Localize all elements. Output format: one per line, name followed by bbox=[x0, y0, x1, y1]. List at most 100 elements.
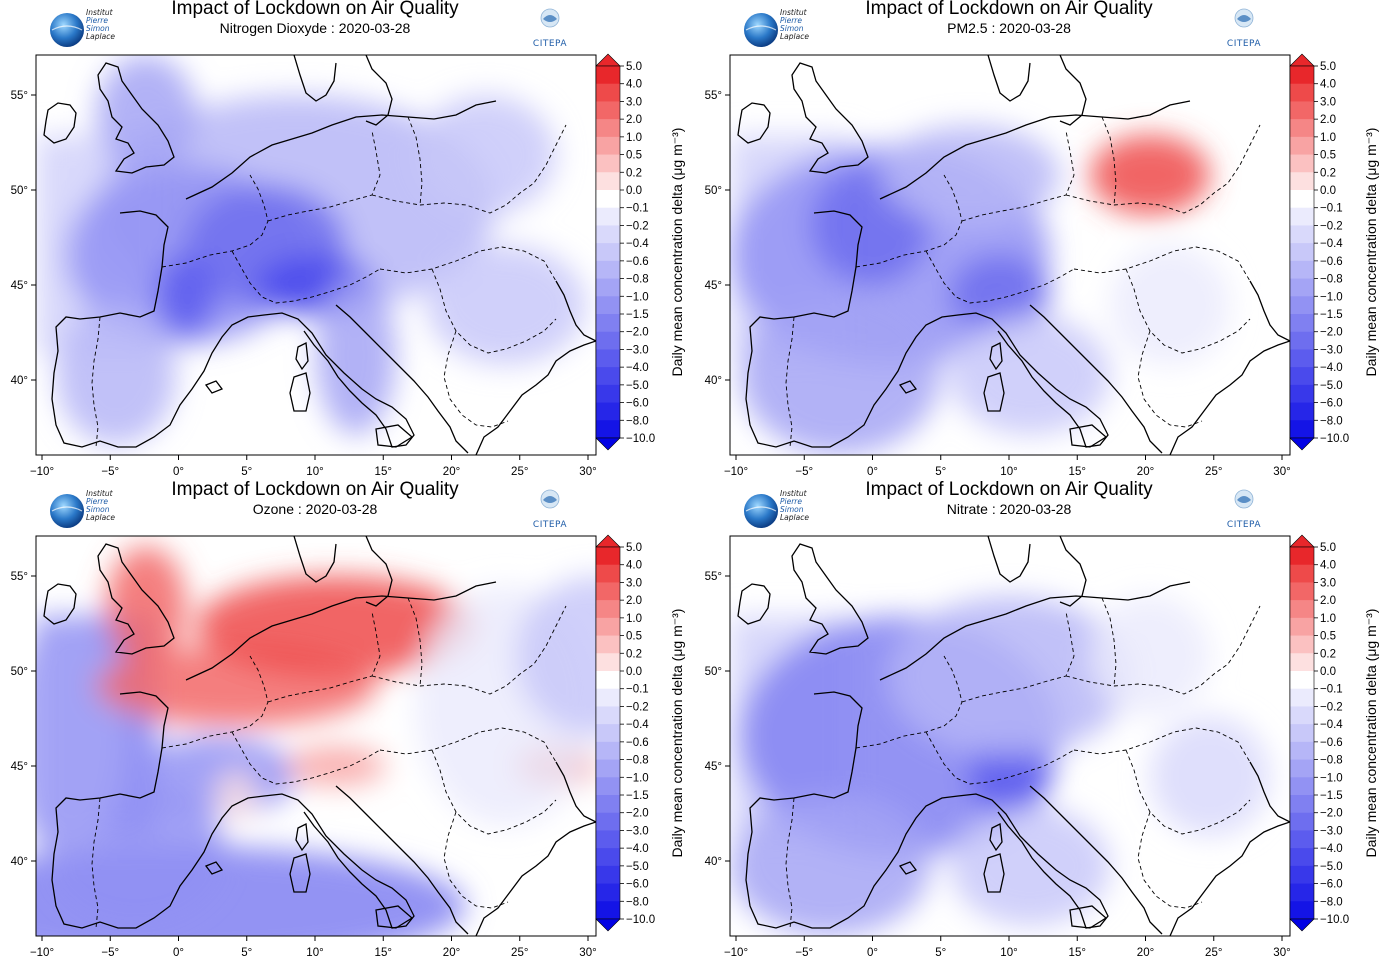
field-blob bbox=[286, 746, 386, 786]
colorbar-tick-label: 2.0 bbox=[626, 595, 642, 607]
lat-tick-label: 50° bbox=[705, 666, 722, 678]
lat-tick-label: 50° bbox=[705, 185, 722, 197]
lon-tick-label: 5° bbox=[935, 466, 946, 478]
colorbar-segment bbox=[1290, 582, 1314, 601]
colorbar-tick-label: −0.8 bbox=[1320, 274, 1343, 286]
colorbar-tick-label: 0.5 bbox=[626, 631, 642, 643]
panel-title: Impact of Lockdown on Air Quality bbox=[171, 479, 459, 500]
colorbar-segment bbox=[596, 314, 620, 333]
lat-tick-label: 45° bbox=[705, 280, 722, 292]
globe-icon bbox=[50, 494, 84, 528]
colorbar-segment bbox=[1290, 331, 1314, 350]
lon-tick-label: 15° bbox=[375, 947, 392, 959]
ipsl-logo-text: Simon bbox=[86, 505, 110, 514]
field-blob bbox=[1150, 716, 1270, 836]
colorbar-tick-label: −8.0 bbox=[626, 415, 649, 427]
colorbar-tick-label: −10.0 bbox=[1320, 433, 1349, 445]
colorbar-tick-label: −1.5 bbox=[626, 309, 649, 321]
ipsl-logo-text: Institut bbox=[780, 8, 808, 17]
colorbar-segment bbox=[1290, 883, 1314, 902]
colorbar-segment bbox=[596, 331, 620, 350]
field-blob bbox=[96, 55, 196, 175]
colorbar-min-arrow bbox=[1289, 437, 1315, 451]
colorbar-segment bbox=[1290, 190, 1314, 209]
colorbar-tick-label: −0.2 bbox=[626, 701, 649, 713]
colorbar-min-arrow bbox=[1289, 918, 1315, 932]
colorbar-tick-label: 5.0 bbox=[626, 542, 642, 554]
colorbar-segment bbox=[1290, 384, 1314, 404]
citepa-logo: CITEPA bbox=[533, 8, 567, 49]
ipsl-logo-text: Pierre bbox=[780, 16, 802, 25]
field-blob bbox=[1090, 135, 1210, 215]
colorbar-tick-label: 4.0 bbox=[626, 79, 642, 91]
colorbar-segment bbox=[1290, 136, 1314, 156]
colorbar-segment bbox=[596, 830, 620, 849]
colorbar-segment bbox=[1290, 671, 1314, 690]
colorbar-segment bbox=[596, 190, 620, 209]
panel-subtitle: PM2.5 : 2020-03-28 bbox=[947, 20, 1071, 36]
ipsl-logo-text: Pierre bbox=[86, 16, 108, 25]
citepa-logo-text: CITEPA bbox=[533, 520, 567, 530]
map-figure: −10° −5° 0° 5° 10° 15° 20° 25° 30° 55° 50° 45° 40° 5.… bbox=[705, 489, 1379, 959]
colorbar-segment bbox=[596, 688, 620, 707]
colorbar-max-arrow bbox=[1289, 534, 1315, 548]
map-panel-pm25: Impact of Lockdown on Air Quality PM2.5 … bbox=[694, 0, 1388, 481]
lon-tick-label: 15° bbox=[1069, 947, 1086, 959]
ipsl-logo-text: Laplace bbox=[86, 513, 115, 522]
colorbar-segment bbox=[596, 812, 620, 831]
lon-tick-label: −5° bbox=[795, 947, 813, 959]
colorbar-segment bbox=[1290, 260, 1314, 280]
field-blob bbox=[216, 771, 256, 821]
citepa-logo: CITEPA bbox=[1227, 489, 1261, 530]
colorbar-segment bbox=[596, 119, 620, 138]
colorbar-segment bbox=[596, 724, 620, 743]
field-blob bbox=[1090, 596, 1210, 716]
colorbar-segment bbox=[1290, 848, 1314, 867]
ipsl-logo-text: Institut bbox=[86, 8, 114, 17]
colorbar-segment bbox=[596, 617, 620, 637]
colorbar-tick-label: −4.0 bbox=[626, 843, 649, 855]
field-blob bbox=[950, 806, 1110, 926]
colorbar-tick-label: 0.0 bbox=[1320, 185, 1336, 197]
colorbar-segment bbox=[1290, 207, 1314, 226]
ipsl-logo-text: Institut bbox=[780, 489, 808, 498]
panel-subtitle: Nitrate : 2020-03-28 bbox=[946, 501, 1072, 517]
lon-tick-label: 20° bbox=[1137, 466, 1154, 478]
colorbar-segment bbox=[1290, 225, 1314, 244]
lat-tick-label: 45° bbox=[11, 761, 28, 773]
colorbar-tick-label: −0.1 bbox=[1320, 203, 1343, 215]
lat-tick-label: 40° bbox=[11, 375, 28, 387]
colorbar-segment bbox=[596, 402, 620, 421]
colorbar-tick-label: 0.5 bbox=[626, 150, 642, 162]
colorbar-segment bbox=[1290, 741, 1314, 761]
colorbar-tick-label: −1.0 bbox=[1320, 291, 1343, 303]
lon-tick-label: −10° bbox=[30, 947, 54, 959]
colorbar-segment bbox=[1290, 314, 1314, 333]
colorbar-tick-label: −3.0 bbox=[1320, 825, 1343, 837]
lon-tick-label: 15° bbox=[375, 466, 392, 478]
colorbar-segment bbox=[596, 243, 620, 262]
colorbar-tick-label: −1.0 bbox=[1320, 772, 1343, 784]
field-blob bbox=[890, 596, 1130, 756]
colorbar-segment bbox=[1290, 617, 1314, 637]
lat-tick-label: 40° bbox=[705, 856, 722, 868]
map-panel-nitrate: Impact of Lockdown on Air Quality Nitrat… bbox=[694, 479, 1388, 962]
lon-tick-label: 20° bbox=[443, 466, 460, 478]
ipsl-logo-text: Laplace bbox=[86, 32, 115, 41]
field-blob bbox=[106, 546, 186, 666]
colorbar-segment bbox=[596, 600, 620, 619]
colorbar-segment bbox=[596, 349, 620, 368]
colorbar-segment bbox=[596, 653, 620, 672]
colorbar-segment bbox=[596, 296, 620, 315]
colorbar-segment bbox=[1290, 296, 1314, 315]
colorbar-tick-label: −8.0 bbox=[1320, 415, 1343, 427]
concentration-field bbox=[730, 536, 1290, 936]
colorbar-tick-label: −0.2 bbox=[626, 220, 649, 232]
colorbar-title: Daily mean concentration delta (μg m⁻³) bbox=[669, 128, 685, 377]
colorbar-tick-label: −2.0 bbox=[626, 327, 649, 339]
globe-icon bbox=[744, 494, 778, 528]
colorbar-tick-label: −0.2 bbox=[1320, 220, 1343, 232]
colorbar-segment bbox=[1290, 653, 1314, 672]
